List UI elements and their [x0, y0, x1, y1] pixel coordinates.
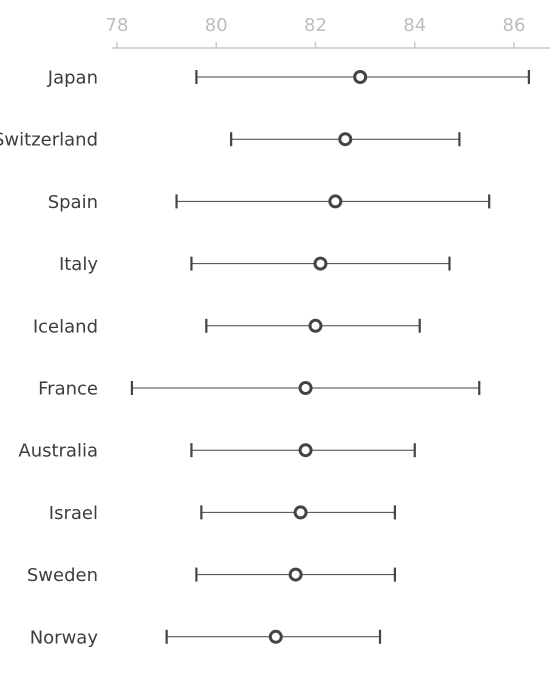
point-marker [315, 258, 326, 269]
point-marker [330, 196, 341, 207]
interval-row [177, 194, 490, 208]
interval-row [167, 630, 380, 644]
x-tick-label: 78 [106, 15, 129, 36]
interval-row [191, 257, 449, 271]
interval-row [132, 381, 479, 395]
x-axis: 78 80 82 84 86 [106, 15, 550, 48]
interval-row [196, 568, 395, 582]
interval-row [231, 132, 459, 146]
category-label: Norway [30, 627, 99, 648]
interval-row [191, 443, 414, 457]
point-marker [290, 569, 301, 580]
x-tick-label: 82 [304, 15, 327, 36]
point-marker [340, 134, 351, 145]
interval-row [206, 319, 419, 333]
x-tick-label: 86 [503, 15, 526, 36]
x-tick-label: 84 [403, 15, 426, 36]
category-label: France [38, 379, 98, 400]
point-marker [310, 320, 321, 331]
category-label: Australia [18, 441, 98, 462]
plot-area [132, 70, 529, 644]
category-label: Iceland [33, 316, 98, 337]
category-label: Italy [59, 254, 98, 275]
point-marker [300, 383, 311, 394]
point-marker [355, 72, 366, 83]
category-label: Sweden [27, 565, 98, 586]
interval-row [201, 505, 395, 519]
interval-row [196, 70, 528, 84]
category-labels: Japan Switzerland Spain Italy Iceland France A… [0, 68, 98, 649]
point-marker [270, 631, 281, 642]
point-marker [295, 507, 306, 518]
category-label: Spain [48, 192, 98, 213]
x-tick-label: 80 [205, 15, 228, 36]
category-label: Japan [47, 68, 98, 89]
point-marker [300, 445, 311, 456]
category-label: Switzerland [0, 130, 98, 151]
category-label: Israel [49, 503, 98, 524]
